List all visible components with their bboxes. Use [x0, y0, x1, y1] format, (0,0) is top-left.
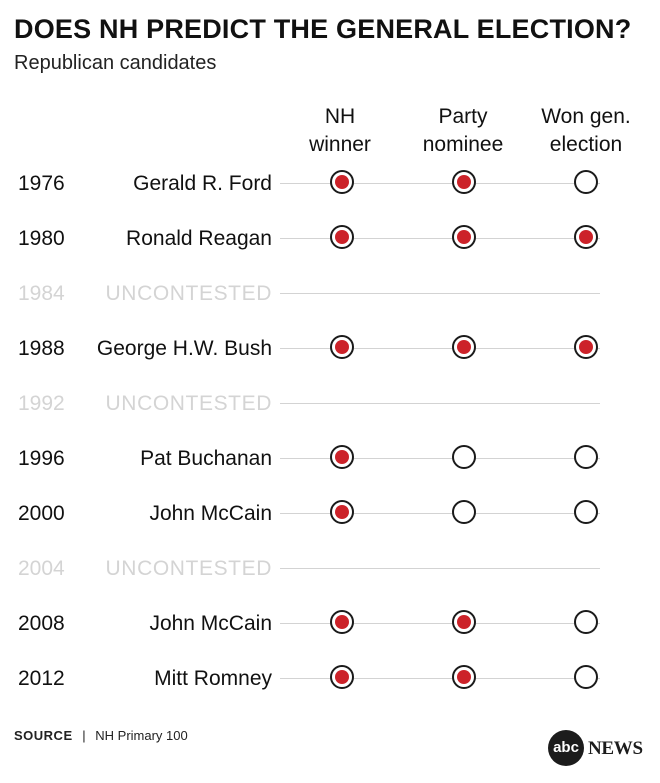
empty-dot-marker [574, 500, 598, 524]
row-year: 1984 [18, 282, 65, 305]
dot-fill [457, 340, 471, 354]
filled-dot-marker [330, 445, 354, 469]
row-year: 2012 [18, 667, 65, 690]
row-candidate-name: Gerald R. Ford [133, 172, 272, 195]
source-text: NH Primary 100 [95, 728, 188, 743]
dot-fill [579, 230, 593, 244]
row-rule [280, 183, 600, 184]
filled-dot-marker [330, 335, 354, 359]
row-candidate-name: Pat Buchanan [140, 447, 272, 470]
row-year: 1996 [18, 447, 65, 470]
dot-fill [335, 175, 349, 189]
row-candidate-name: Mitt Romney [154, 667, 272, 690]
empty-dot-marker [574, 610, 598, 634]
dot-fill [335, 505, 349, 519]
column-header-nh-winner: NH winner [309, 105, 371, 156]
column-header-won-general: Won gen. election [541, 105, 631, 156]
dot-fill [335, 615, 349, 629]
filled-dot-marker [330, 170, 354, 194]
dot-fill [457, 230, 471, 244]
dot-fill [335, 670, 349, 684]
abc-news-logo: abc NEWS [548, 730, 648, 766]
chart-subtitle: Republican candidates [14, 52, 217, 74]
row-rule [280, 678, 600, 679]
table-row: 1988 George H.W. Bush [0, 334, 660, 364]
row-year: 2008 [18, 612, 65, 635]
row-year: 1976 [18, 172, 65, 195]
row-candidate-name: George H.W. Bush [96, 337, 272, 360]
empty-dot-marker [574, 665, 598, 689]
dot-fill [579, 340, 593, 354]
row-rule [280, 513, 600, 514]
row-year: 2004 [18, 557, 65, 580]
dot-fill [335, 230, 349, 244]
filled-dot-marker [452, 225, 476, 249]
row-uncontested-label: UNCONTESTED [105, 282, 272, 305]
empty-dot-marker [574, 445, 598, 469]
dot-fill [457, 615, 471, 629]
filled-dot-marker [330, 225, 354, 249]
table-row: 1984 UNCONTESTED [0, 279, 660, 309]
filled-dot-marker [574, 225, 598, 249]
column-header-party-nominee: Party nominee [422, 105, 504, 156]
table-row: 1992 UNCONTESTED [0, 389, 660, 419]
filled-dot-marker [452, 170, 476, 194]
row-year: 2000 [18, 502, 65, 525]
empty-dot-marker [452, 445, 476, 469]
row-rule [280, 348, 600, 349]
dot-fill [335, 340, 349, 354]
row-candidate-name: Ronald Reagan [126, 227, 272, 250]
filled-dot-marker [330, 500, 354, 524]
table-row: 2000 John McCain [0, 499, 660, 529]
filled-dot-marker [452, 610, 476, 634]
row-rule [280, 623, 600, 624]
filled-dot-marker [574, 335, 598, 359]
source-separator: | [82, 728, 86, 743]
table-row: 2004 UNCONTESTED [0, 554, 660, 584]
row-year: 1980 [18, 227, 65, 250]
table-row: 1980 Ronald Reagan [0, 224, 660, 254]
filled-dot-marker [330, 665, 354, 689]
row-rule [280, 238, 600, 239]
row-candidate-name: John McCain [149, 612, 272, 635]
row-candidate-name: John McCain [149, 502, 272, 525]
row-year: 1992 [18, 392, 65, 415]
dot-fill [457, 670, 471, 684]
empty-dot-marker [574, 170, 598, 194]
table-row: 2008 John McCain [0, 609, 660, 639]
abc-logo-circle: abc [548, 730, 584, 766]
empty-dot-marker [452, 500, 476, 524]
table-row: 1996 Pat Buchanan [0, 444, 660, 474]
filled-dot-marker [330, 610, 354, 634]
table-row: 1976 Gerald R. Ford [0, 169, 660, 199]
filled-dot-marker [452, 335, 476, 359]
table-row: 2012 Mitt Romney [0, 664, 660, 694]
row-rule [280, 458, 600, 459]
dot-fill [457, 175, 471, 189]
filled-dot-marker [452, 665, 476, 689]
row-rule [280, 403, 600, 404]
source-label: SOURCE [14, 728, 73, 743]
row-rule [280, 568, 600, 569]
dot-fill [335, 450, 349, 464]
row-rule [280, 293, 600, 294]
source-footer: SOURCE | NH Primary 100 [14, 728, 188, 743]
row-year: 1988 [18, 337, 65, 360]
chart-title: DOES NH PREDICT THE GENERAL ELECTION? [14, 14, 632, 44]
news-wordmark: NEWS [588, 738, 643, 759]
row-uncontested-label: UNCONTESTED [105, 557, 272, 580]
row-uncontested-label: UNCONTESTED [105, 392, 272, 415]
